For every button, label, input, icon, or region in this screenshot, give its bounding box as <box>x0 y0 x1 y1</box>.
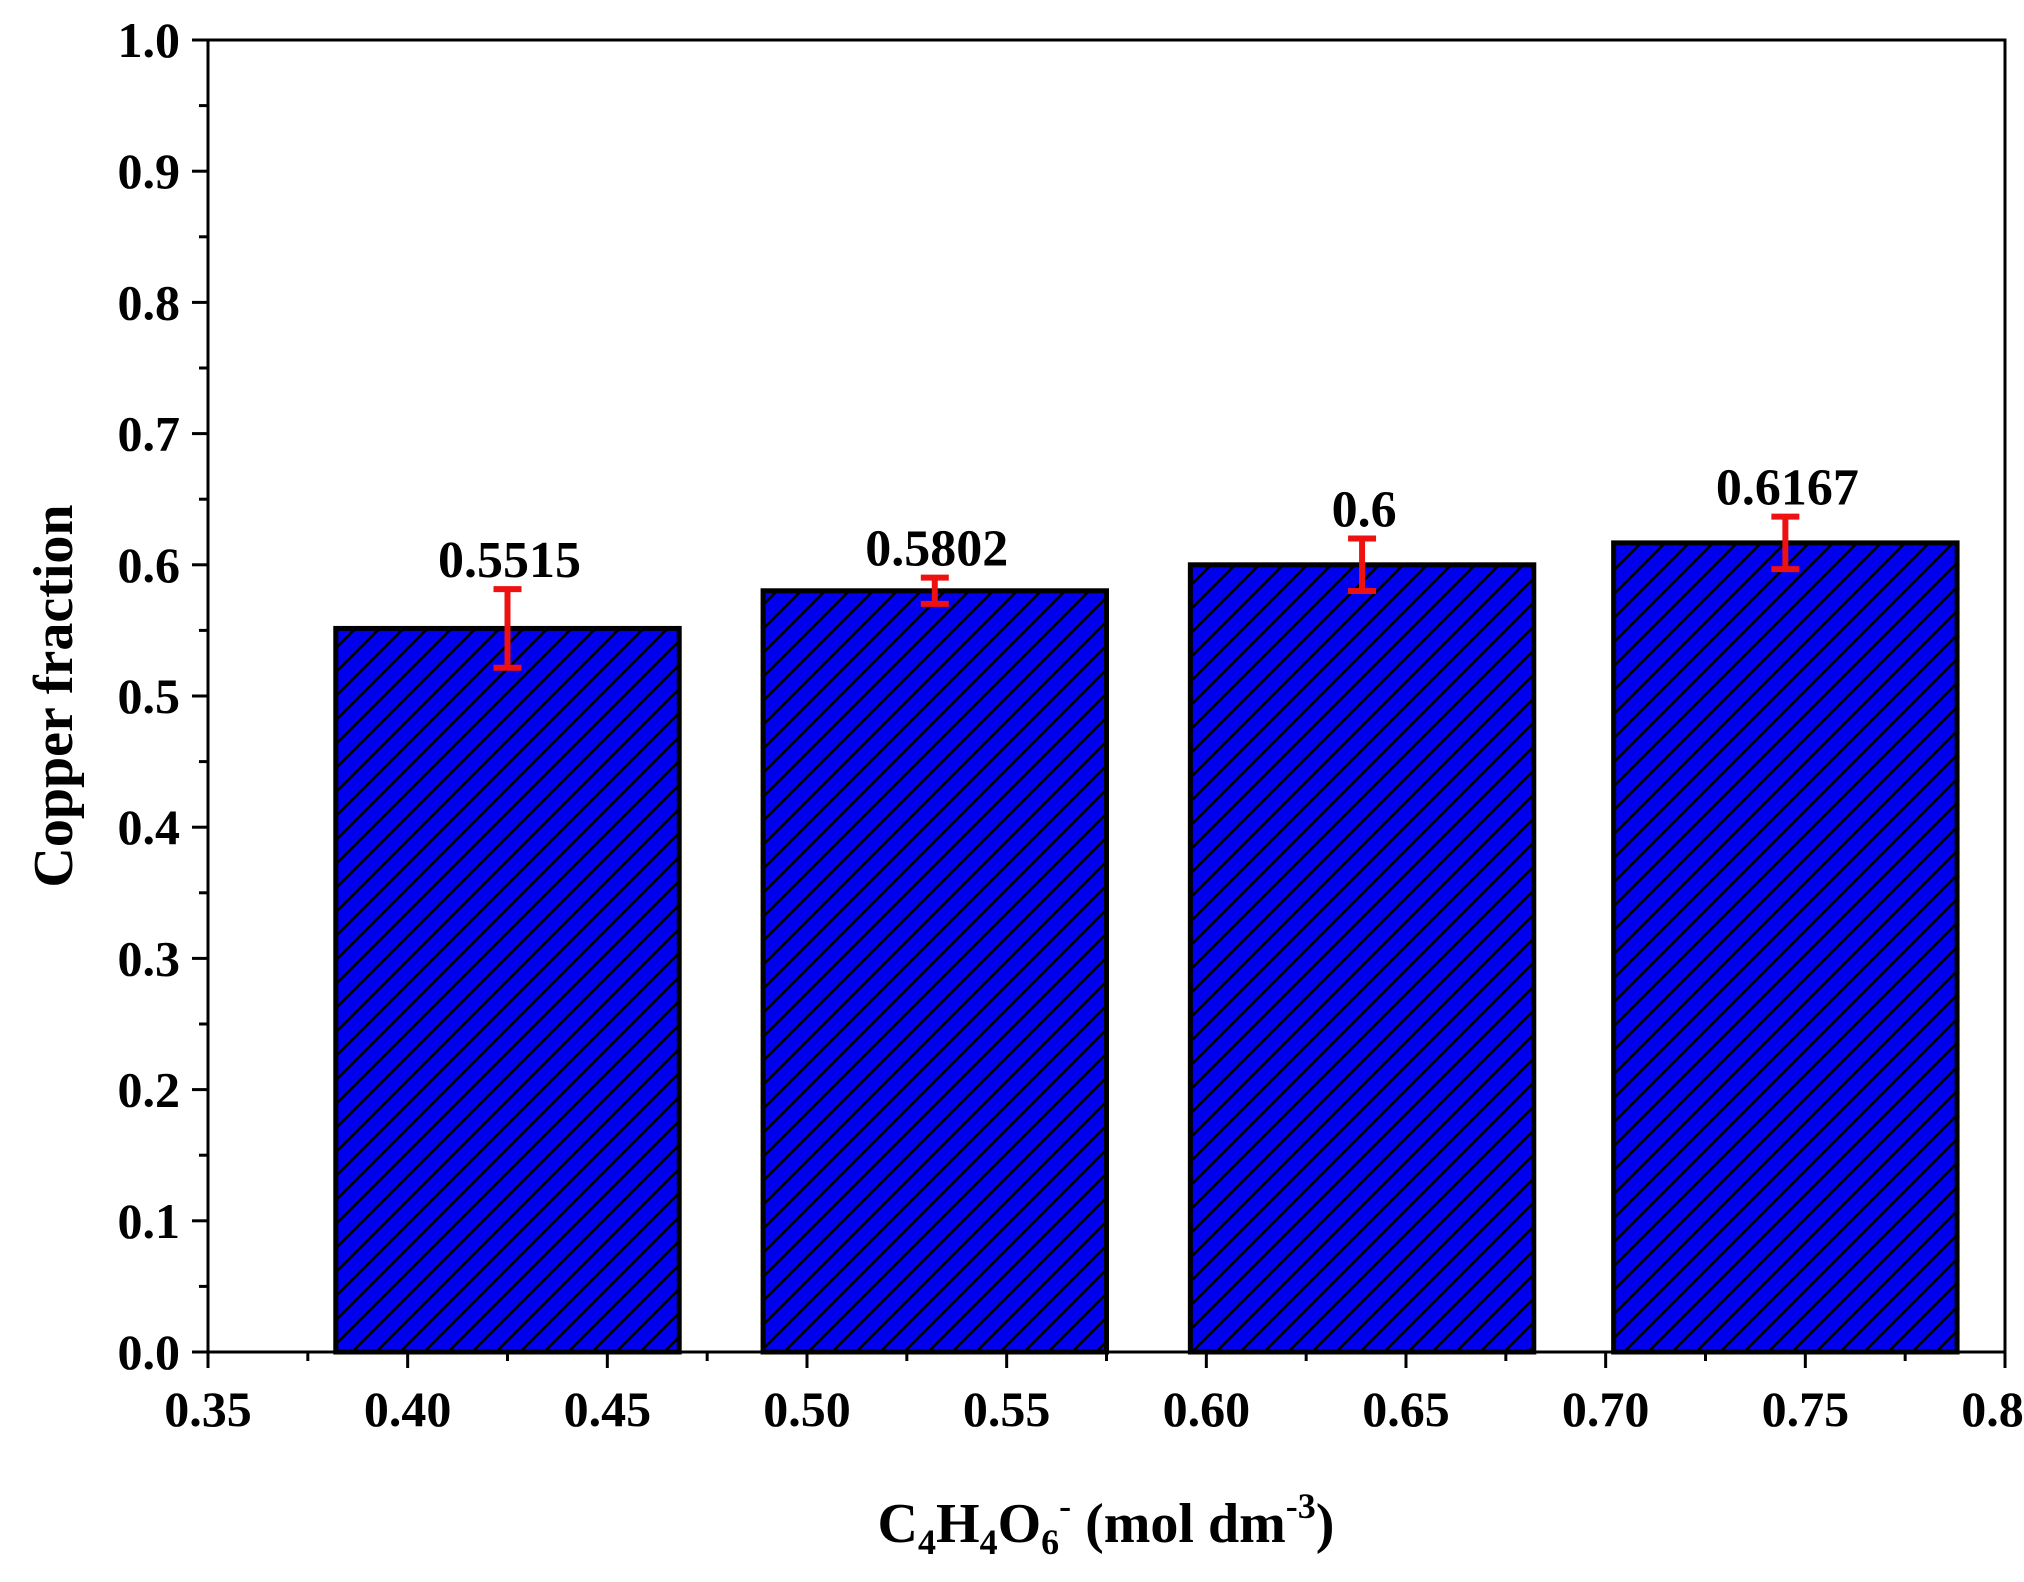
x-title-base3: O <box>998 1493 1042 1555</box>
data-label-2: 0.6 <box>1332 482 1397 539</box>
x-tick-label-3: 0.50 <box>763 1381 851 1437</box>
y-tick-label-4: 0.4 <box>118 799 181 855</box>
x-title-base1: C <box>878 1493 918 1555</box>
bar-0 <box>333 625 682 1355</box>
x-tick-label-4: 0.55 <box>963 1381 1051 1437</box>
y-axis: 0.0 0.1 0.2 0.3 0.4 0.5 0.6 0.7 0.8 0.9 1.0 <box>118 12 208 1380</box>
bar-3 <box>1611 540 1960 1355</box>
x-title-sub1: 4 <box>918 1522 936 1562</box>
error-bar-3 <box>1771 513 1800 573</box>
x-title-unit-open: (mol dm <box>1071 1493 1286 1555</box>
bars-layer <box>333 540 1960 1355</box>
y-tick-label-8: 0.8 <box>118 274 181 330</box>
x-tick-label-5: 0.60 <box>1163 1381 1251 1437</box>
x-title-sup2: -3 <box>1286 1486 1316 1526</box>
y-tick-label-7: 0.7 <box>118 406 181 462</box>
x-title-base2: H <box>936 1493 980 1555</box>
bar-2 <box>1187 562 1537 1355</box>
y-tick-label-9: 0.9 <box>118 143 181 199</box>
data-labels-layer: 0.5515 0.5802 0.6 0.6167 <box>438 460 1859 589</box>
y-tick-label-10: 1.0 <box>118 12 181 68</box>
x-tick-label-8: 0.75 <box>1762 1381 1850 1437</box>
error-bar-2 <box>1348 535 1377 595</box>
y-axis-title: Copper fraction <box>23 504 85 887</box>
bar-1 <box>760 588 1109 1355</box>
x-tick-label-7: 0.70 <box>1562 1381 1650 1437</box>
x-tick-label-1: 0.40 <box>364 1381 452 1437</box>
error-bar-0 <box>493 586 522 671</box>
error-bars-layer <box>493 513 1800 671</box>
x-title-unit-close: ) <box>1316 1493 1335 1555</box>
data-label-3: 0.6167 <box>1716 460 1859 517</box>
y-tick-label-1: 0.1 <box>118 1193 181 1249</box>
error-bar-1 <box>920 574 949 607</box>
y-tick-label-3: 0.3 <box>118 930 181 986</box>
y-tick-label-0: 0.0 <box>118 1324 181 1380</box>
data-label-1: 0.5802 <box>865 521 1008 578</box>
x-tick-label-6: 0.65 <box>1362 1381 1450 1437</box>
x-tick-label-0: 0.35 <box>164 1381 252 1437</box>
x-axis: 0.35 0.40 0.45 0.50 0.55 0.60 0.65 0.70 0.75 0.80 <box>164 1352 2024 1437</box>
x-axis-title: C4H4O6- (mol dm-3) <box>878 1486 1335 1562</box>
data-label-0: 0.5515 <box>438 532 581 589</box>
x-title-sub2: 4 <box>980 1522 998 1562</box>
x-tick-label-9: 0.80 <box>1961 1381 2024 1437</box>
x-tick-label-2: 0.45 <box>564 1381 652 1437</box>
y-tick-label-2: 0.2 <box>118 1062 181 1118</box>
y-tick-label-6: 0.6 <box>118 537 181 593</box>
x-title-sup1: - <box>1059 1486 1071 1526</box>
x-title-sub3: 6 <box>1041 1522 1059 1562</box>
y-tick-label-5: 0.5 <box>118 668 181 724</box>
